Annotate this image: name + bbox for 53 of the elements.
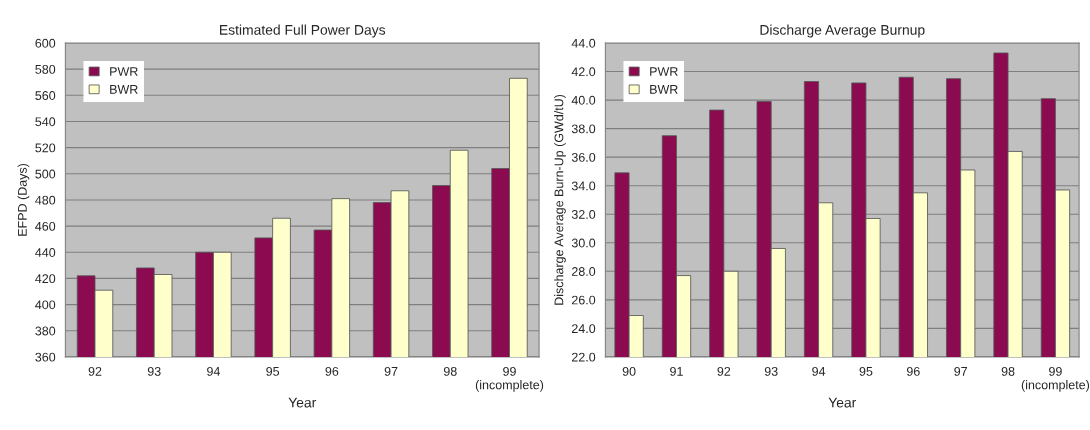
y-tick-label: 580 [35,64,56,74]
y-tick-label: 26.0 [571,295,596,305]
y-tick-label: 560 [35,91,56,100]
y-tick-label: 22.0 [571,352,596,362]
x-tick-label: 91 [670,366,683,376]
x-tick-label: 97 [384,366,398,376]
y-tick-label: 380 [35,326,56,336]
y-axis-title: Discharge Average Burn-Up (GWd/tU) [554,94,566,305]
y-tick-label: 42.0 [571,67,596,77]
chart-title: Discharge Average Burnup [760,24,925,38]
chart-title: Estimated Full Power Days [220,24,386,38]
y-tick-label: 34.0 [571,181,596,191]
x-tick-label: 90 [622,366,636,376]
x-tick-label: 92 [717,366,731,376]
x-axis-title: Year [828,397,857,408]
y-tick-label: 440 [35,248,56,257]
y-tick-label: 480 [35,195,56,205]
x-axis-title: Year [288,397,317,408]
x-tick-label: 95 [266,366,280,376]
y-tick-label: 420 [35,274,56,284]
y-axis-title: EFPD (Days) [17,163,30,236]
x-tick-label: 96 [906,366,920,376]
y-tick-label: 360 [35,352,56,362]
y-tick-label: 40.0 [571,95,596,105]
y-tick-label: 30.0 [571,238,596,248]
y-tick-label: 500 [35,169,56,179]
x-tick-label: 96 [325,366,339,376]
x-tick-label: 99 (incomplete) [1021,366,1090,392]
y-tick-label: 520 [35,143,56,153]
x-tick-label: 93 [764,366,778,376]
x-tick-label: 92 [88,366,102,376]
y-tick-label: 38.0 [571,124,596,134]
x-tick-label: 93 [147,366,161,376]
x-tick-label: 94 [812,366,826,376]
y-tick-label: 400 [35,300,56,310]
y-tick-label: 540 [35,117,56,127]
x-tick-label: 99 (incomplete) [475,366,544,392]
legend-label: BWR [650,85,678,94]
x-tick-label: 95 [859,366,873,376]
legend-label: PWR [650,67,678,76]
x-tick-label: 97 [954,366,967,376]
legend-label: PWR [110,67,138,76]
x-tick-label: 94 [207,366,221,376]
x-tick-label: 98 [443,366,457,376]
y-tick-label: 36.0 [571,152,596,162]
y-tick-label: 600 [35,38,56,48]
y-tick-label: 28.0 [571,267,596,276]
y-tick-label: 44.0 [571,38,596,48]
y-tick-label: 32.0 [571,210,596,219]
x-tick-label: 98 [1001,366,1015,376]
y-tick-label: 460 [35,221,56,231]
legend-label: BWR [110,85,138,94]
y-tick-label: 24.0 [571,324,596,334]
